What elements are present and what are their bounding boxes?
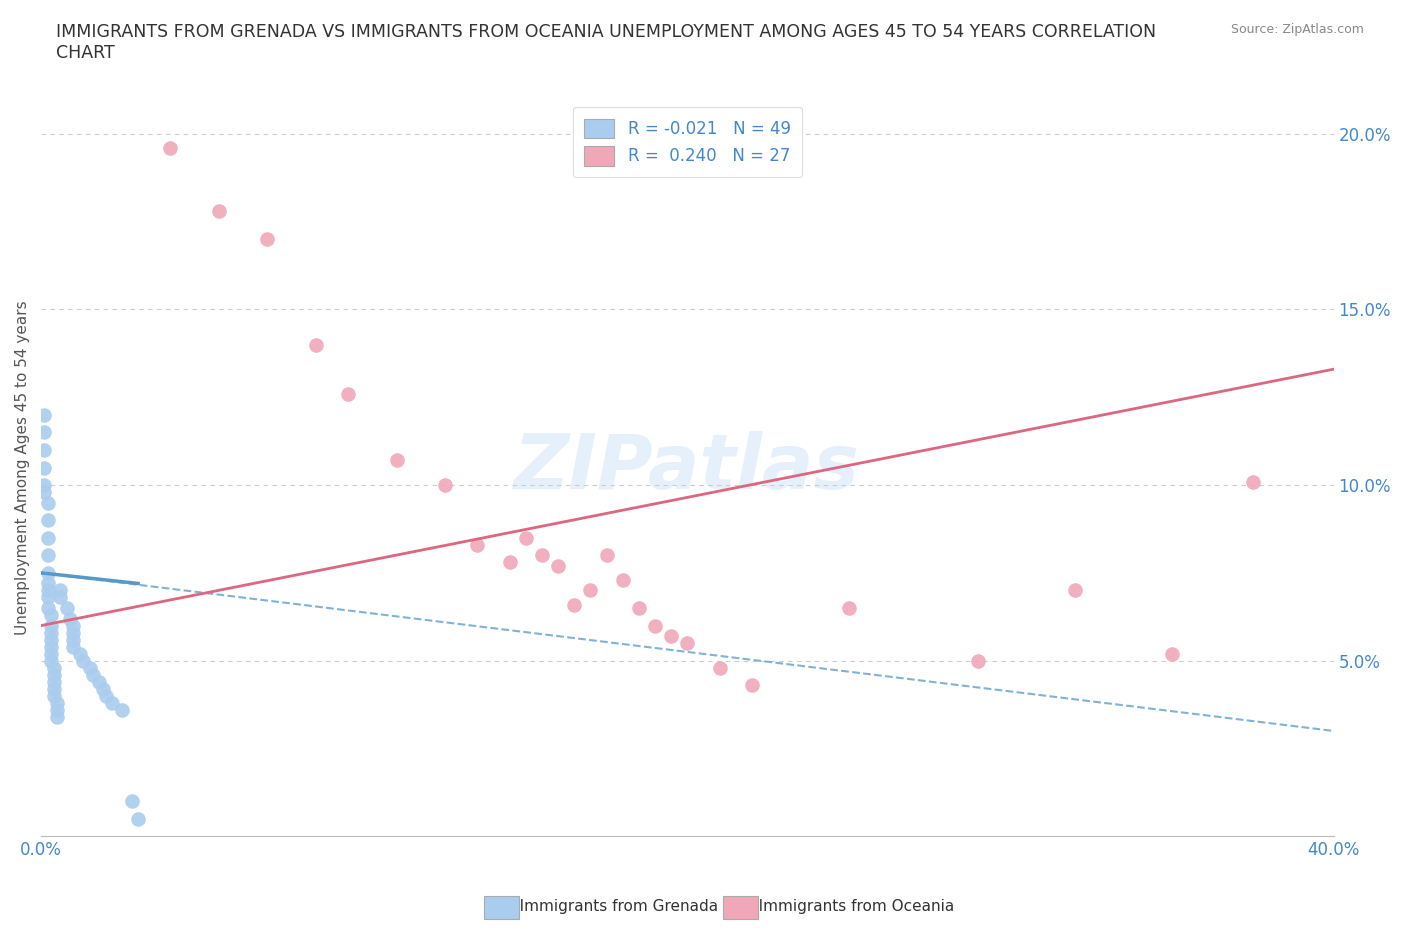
Point [305,338,328,352]
Point [46,696,69,711]
Point [79,660,101,675]
Point [515,530,537,545]
Point [547,558,569,573]
Point [91,682,114,697]
Point [37,548,59,563]
Point [34,407,56,422]
Point [434,478,457,493]
Point [676,636,699,651]
Point [34,478,56,493]
Point [62,625,84,640]
Point [562,597,585,612]
Point [1161,646,1184,661]
Point [627,601,650,616]
Point [46,702,69,717]
Point [256,232,278,246]
Point [56,601,79,616]
Point [82,668,104,683]
Point [34,443,56,458]
Point [72,653,94,668]
Point [39,632,62,647]
Point [39,646,62,661]
Point [37,530,59,545]
Point [62,618,84,633]
Point [579,583,602,598]
Point [42,668,65,683]
Point [49,590,72,604]
Point [127,811,149,826]
Point [42,682,65,697]
Point [1064,583,1087,598]
Point [967,653,990,668]
Point [37,565,59,580]
Point [49,583,72,598]
Text: Immigrants from Oceania: Immigrants from Oceania [744,899,953,914]
Point [659,629,682,644]
Point [37,601,59,616]
Legend: R = -0.021   N = 49, R =  0.240   N = 27: R = -0.021 N = 49, R = 0.240 N = 27 [572,107,803,178]
Point [59,611,82,626]
Text: IMMIGRANTS FROM GRENADA VS IMMIGRANTS FROM OCEANIA UNEMPLOYMENT AMONG AGES 45 TO: IMMIGRANTS FROM GRENADA VS IMMIGRANTS FR… [56,23,1156,62]
Point [42,660,65,675]
Point [69,646,91,661]
Point [34,485,56,499]
Text: Source: ZipAtlas.com: Source: ZipAtlas.com [1230,23,1364,36]
Point [644,618,666,633]
Point [62,639,84,654]
Point [42,674,65,689]
Point [709,660,731,675]
Point [89,674,111,689]
Y-axis label: Unemployment Among Ages 45 to 54 years: Unemployment Among Ages 45 to 54 years [15,300,30,635]
Point [37,495,59,510]
Point [34,460,56,475]
Point [39,639,62,654]
Point [42,688,65,703]
Point [62,632,84,647]
Point [37,583,59,598]
Point [39,625,62,640]
Point [111,702,134,717]
Point [37,576,59,591]
Point [121,794,143,809]
Point [385,453,408,468]
Point [159,140,181,155]
Point [337,386,360,401]
Point [838,601,860,616]
Point [94,688,117,703]
Point [101,696,124,711]
Text: Immigrants from Grenada: Immigrants from Grenada [505,899,717,914]
Point [530,548,553,563]
Point [595,548,617,563]
Point [498,555,520,570]
Point [208,204,231,219]
Point [39,653,62,668]
Point [34,425,56,440]
Point [46,710,69,724]
Point [612,573,634,588]
Point [467,538,489,552]
Point [1241,474,1264,489]
Point [37,590,59,604]
Point [39,607,62,622]
Point [37,512,59,527]
Point [741,678,763,693]
Text: ZIPatlas: ZIPatlas [515,431,860,504]
Point [39,618,62,633]
